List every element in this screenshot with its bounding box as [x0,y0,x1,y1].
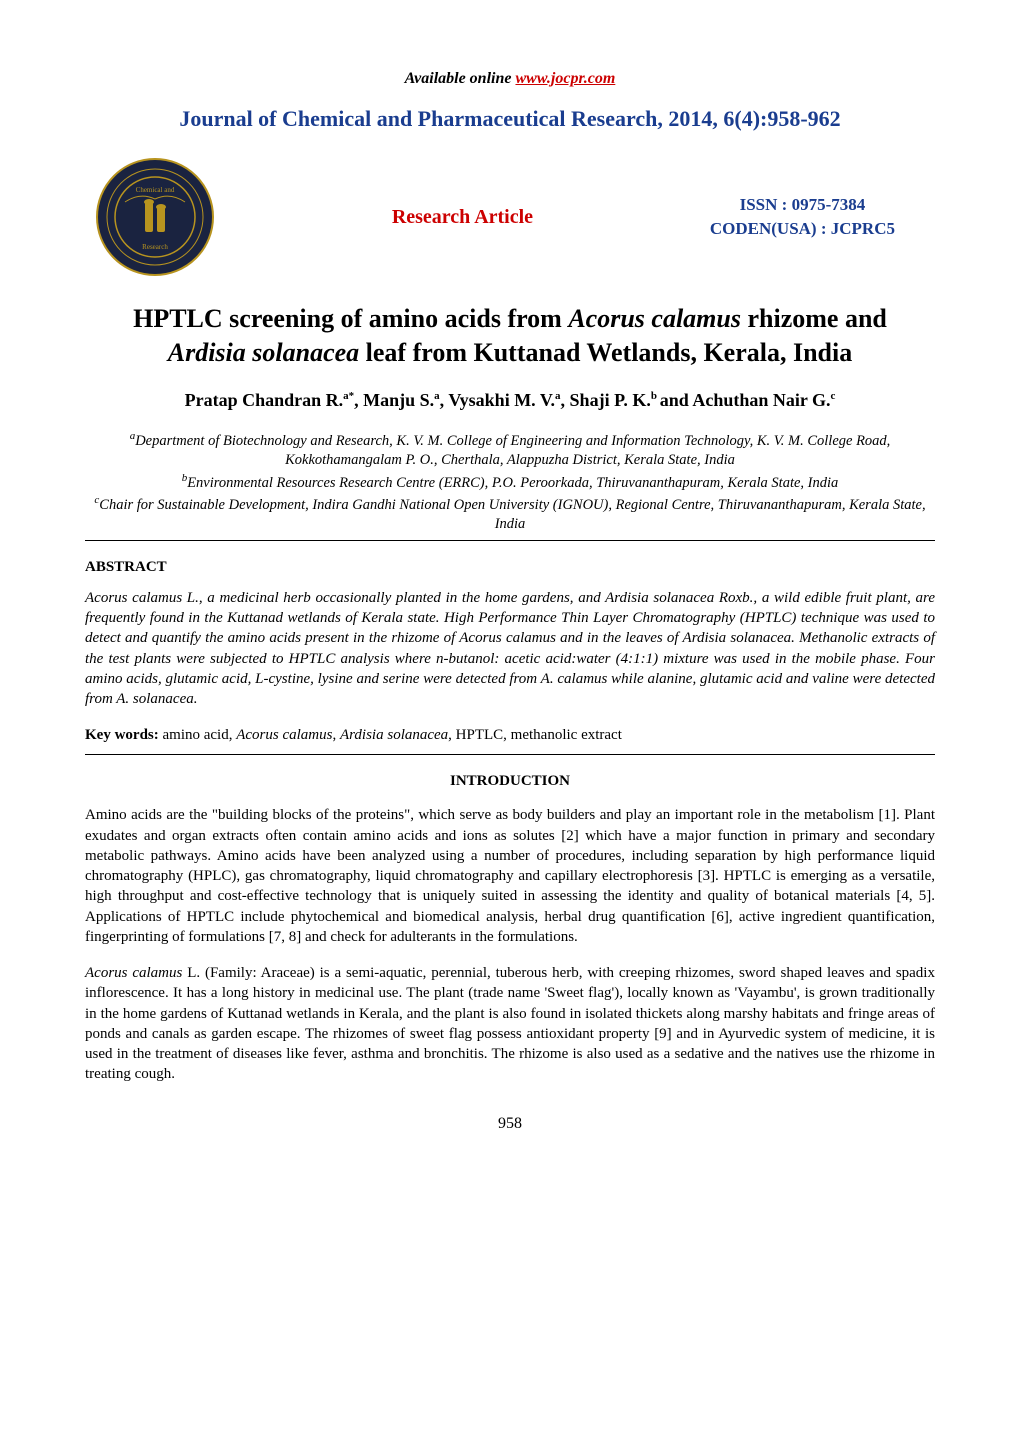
title-italic2: Ardisia solanacea [168,338,359,367]
kw-italic2: Ardisia solanacea [340,727,448,743]
intro-paragraph-2: Acorus calamus L. (Family: Araceae) is a… [85,963,935,1085]
title-italic1: Acorus calamus [568,304,741,333]
introduction-heading: INTRODUCTION [85,773,935,790]
kw-italic1: Acorus calamus [236,727,332,743]
available-online-line: Available online www.jocpr.com [85,70,935,88]
intro-paragraph-1: Amino acids are the "building blocks of … [85,805,935,947]
title-post2: leaf from Kuttanad Wetlands, Kerala, Ind… [359,338,852,367]
paper-title: HPTLC screening of amino acids from Acor… [85,302,935,370]
journal-logo: Chemical and Research [95,157,215,277]
kw-pre: amino acid, [163,727,237,743]
issn-block: ISSN : 0975-7384 CODEN(USA) : JCPRC5 [710,193,895,241]
abstract-heading: ABSTRACT [85,559,935,576]
divider-mid [85,754,935,755]
divider-top [85,540,935,541]
issn-line: ISSN : 0975-7384 [710,193,895,217]
title-pre: HPTLC screening of amino acids from [133,304,568,333]
authors-line: Pratap Chandran R.a*, Manju S.a, Vysakhi… [85,390,935,411]
svg-text:Chemical and: Chemical and [136,186,175,194]
intro-p2-rest: L. (Family: Araceae) is a semi-aquatic, … [85,965,935,1082]
svg-text:Research: Research [142,243,168,251]
affiliations-block: aDepartment of Biotechnology and Researc… [85,429,935,535]
kw-post: , HPTLC, methanolic extract [448,727,622,743]
available-label: Available online [405,70,516,87]
research-article-label: Research Article [392,206,533,229]
journal-title: Journal of Chemical and Pharmaceutical R… [85,106,935,132]
abstract-text: Acorus calamus L., a medicinal herb occa… [85,588,935,710]
keywords-line: Key words: amino acid, Acorus calamus, A… [85,727,935,744]
title-post1: rhizome and [741,304,887,333]
header-row: Chemical and Research Research Article I… [85,157,935,277]
page-number: 958 [85,1115,935,1133]
kw-mid: , [332,727,340,743]
intro-p2-italic: Acorus calamus [85,965,182,981]
available-url[interactable]: www.jocpr.com [515,70,615,87]
logo-icon: Chemical and Research [95,157,215,277]
keywords-label: Key words: [85,727,163,743]
coden-line: CODEN(USA) : JCPRC5 [710,217,895,241]
